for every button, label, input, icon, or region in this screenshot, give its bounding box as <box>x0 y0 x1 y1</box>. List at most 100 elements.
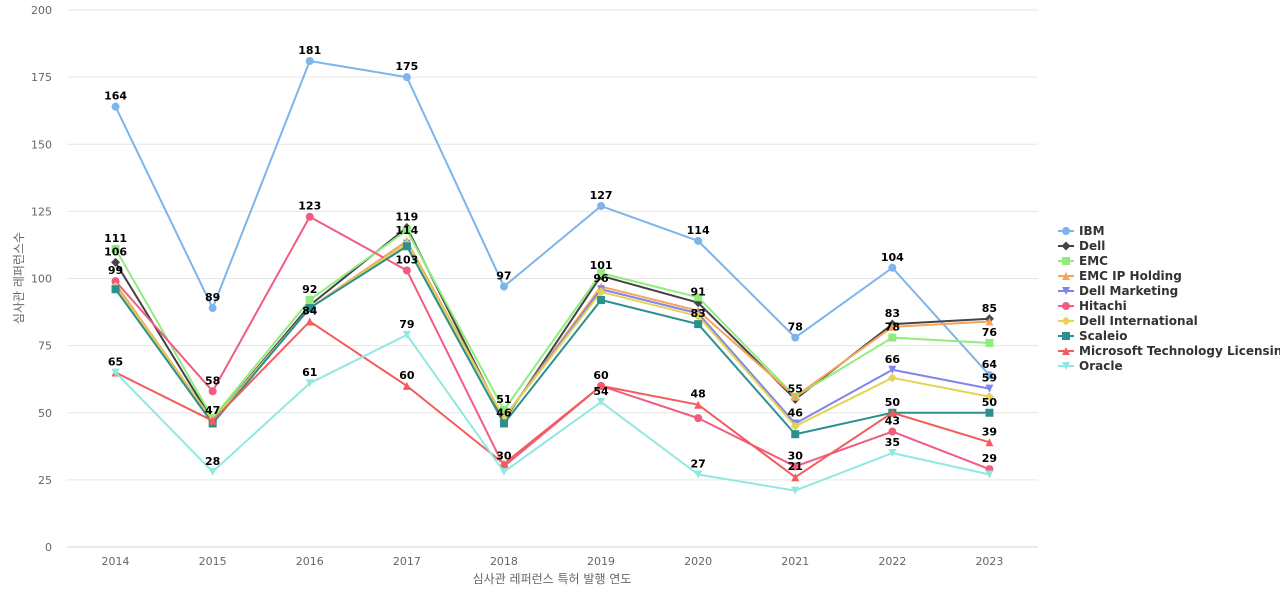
data-label: 85 <box>982 302 997 315</box>
legend-label: Dell <box>1079 239 1105 253</box>
legend-marker <box>1062 227 1070 235</box>
data-point <box>693 311 703 321</box>
data-point <box>985 338 994 347</box>
data-point <box>791 462 800 471</box>
y-tick-label: 200 <box>31 4 52 17</box>
data-point <box>596 287 606 297</box>
data-label: 50 <box>982 396 998 409</box>
y-tick-label: 100 <box>31 273 52 286</box>
legend-item-scaleio[interactable]: Scaleio <box>1058 329 1127 343</box>
data-point <box>694 236 703 245</box>
x-axis-title: 심사관 레퍼런스 특허 발행 연도 <box>473 571 632 586</box>
data-label: 47 <box>205 404 220 417</box>
data-label: 60 <box>593 369 609 382</box>
data-point <box>305 379 314 388</box>
data-point <box>402 330 411 339</box>
y-tick-label: 25 <box>38 474 52 487</box>
x-tick-label: 2017 <box>393 555 421 568</box>
legend-label: EMC <box>1079 254 1108 268</box>
data-label: 97 <box>496 270 511 283</box>
data-point <box>887 373 897 383</box>
legend-item-emc-ip-holding[interactable]: EMC IP Holding <box>1058 269 1182 283</box>
series-dell <box>111 222 994 426</box>
data-label: 84 <box>302 304 318 317</box>
data-label: 83 <box>690 307 705 320</box>
series-oracle <box>111 330 994 495</box>
y-axis-title: 심사관 레퍼런스수 <box>12 232 26 324</box>
data-label: 65 <box>108 355 123 368</box>
legend-item-emc[interactable]: EMC <box>1058 254 1108 268</box>
data-label: 111 <box>104 232 127 245</box>
data-point <box>791 392 800 401</box>
data-point <box>597 398 606 407</box>
axis-layer: 0 25 50 75 100 125 150 175 200 2014 2015 2016 2017 20… <box>31 4 1038 568</box>
data-point <box>111 285 120 294</box>
data-label: 79 <box>399 318 414 331</box>
legend-item-microsoft-technology-licensing[interactable]: Microsoft Technology Licensing <box>1058 344 1280 358</box>
data-label: 92 <box>302 283 317 296</box>
data-point <box>305 295 314 304</box>
series-emc-ip-holding <box>111 236 994 425</box>
data-label: 55 <box>788 382 803 395</box>
data-label: 96 <box>593 272 609 285</box>
data-point <box>985 470 994 479</box>
y-tick-label: 0 <box>45 541 52 554</box>
data-label: 48 <box>690 388 705 401</box>
data-point <box>791 486 800 495</box>
legend-item-hitachi[interactable]: Hitachi <box>1058 299 1127 313</box>
legend-marker <box>1062 332 1070 340</box>
data-point <box>694 293 703 302</box>
data-label: 29 <box>982 452 997 465</box>
legend-item-dell-marketing[interactable]: Dell Marketing <box>1058 284 1178 298</box>
series-layer <box>111 57 994 495</box>
data-point <box>208 387 217 396</box>
legend-item-oracle[interactable]: Oracle <box>1058 359 1123 373</box>
data-label-layer: 164 89 181 175 97 127 114 78 104 64 106 119 101 91 55 8… <box>104 44 997 473</box>
data-point <box>791 333 800 342</box>
data-label: 123 <box>298 200 321 213</box>
data-point <box>305 57 314 66</box>
legend-marker <box>1062 257 1070 265</box>
legend-label: Scaleio <box>1079 329 1127 343</box>
data-label: 181 <box>298 44 321 57</box>
data-label: 59 <box>982 372 997 385</box>
legend-marker <box>1062 362 1070 370</box>
data-label: 114 <box>687 224 710 237</box>
legend-item-ibm[interactable]: IBM <box>1058 224 1105 238</box>
legend-marker <box>1061 316 1071 326</box>
legend-label: IBM <box>1079 224 1105 238</box>
series-line <box>114 229 990 420</box>
data-point <box>888 322 897 331</box>
legend-label: Dell International <box>1079 314 1198 328</box>
data-point <box>694 414 703 423</box>
data-point <box>111 102 120 111</box>
data-point <box>694 470 703 479</box>
data-point <box>499 282 508 291</box>
data-label: 175 <box>395 60 418 73</box>
data-label: 83 <box>885 307 900 320</box>
data-point <box>402 381 411 390</box>
data-label: 78 <box>788 321 803 334</box>
y-tick-label: 75 <box>38 340 52 353</box>
data-point <box>985 371 994 380</box>
data-point <box>888 365 897 374</box>
data-label: 101 <box>590 259 613 272</box>
series-line <box>114 242 990 428</box>
data-label: 51 <box>496 393 511 406</box>
data-point <box>305 212 314 221</box>
series-line <box>114 226 990 422</box>
legend-item-dell[interactable]: Dell <box>1058 239 1105 253</box>
data-label: 50 <box>885 396 901 409</box>
data-point <box>305 317 314 326</box>
data-label: 66 <box>885 353 901 366</box>
data-label: 60 <box>399 369 415 382</box>
series-line <box>114 333 990 492</box>
data-label: 21 <box>788 460 803 473</box>
series-microsoft-technology-licensing <box>111 317 994 482</box>
data-label: 103 <box>395 253 418 266</box>
legend-item-dell-international[interactable]: Dell International <box>1058 314 1198 328</box>
legend-marker <box>1062 287 1070 295</box>
data-label: 46 <box>496 406 512 419</box>
